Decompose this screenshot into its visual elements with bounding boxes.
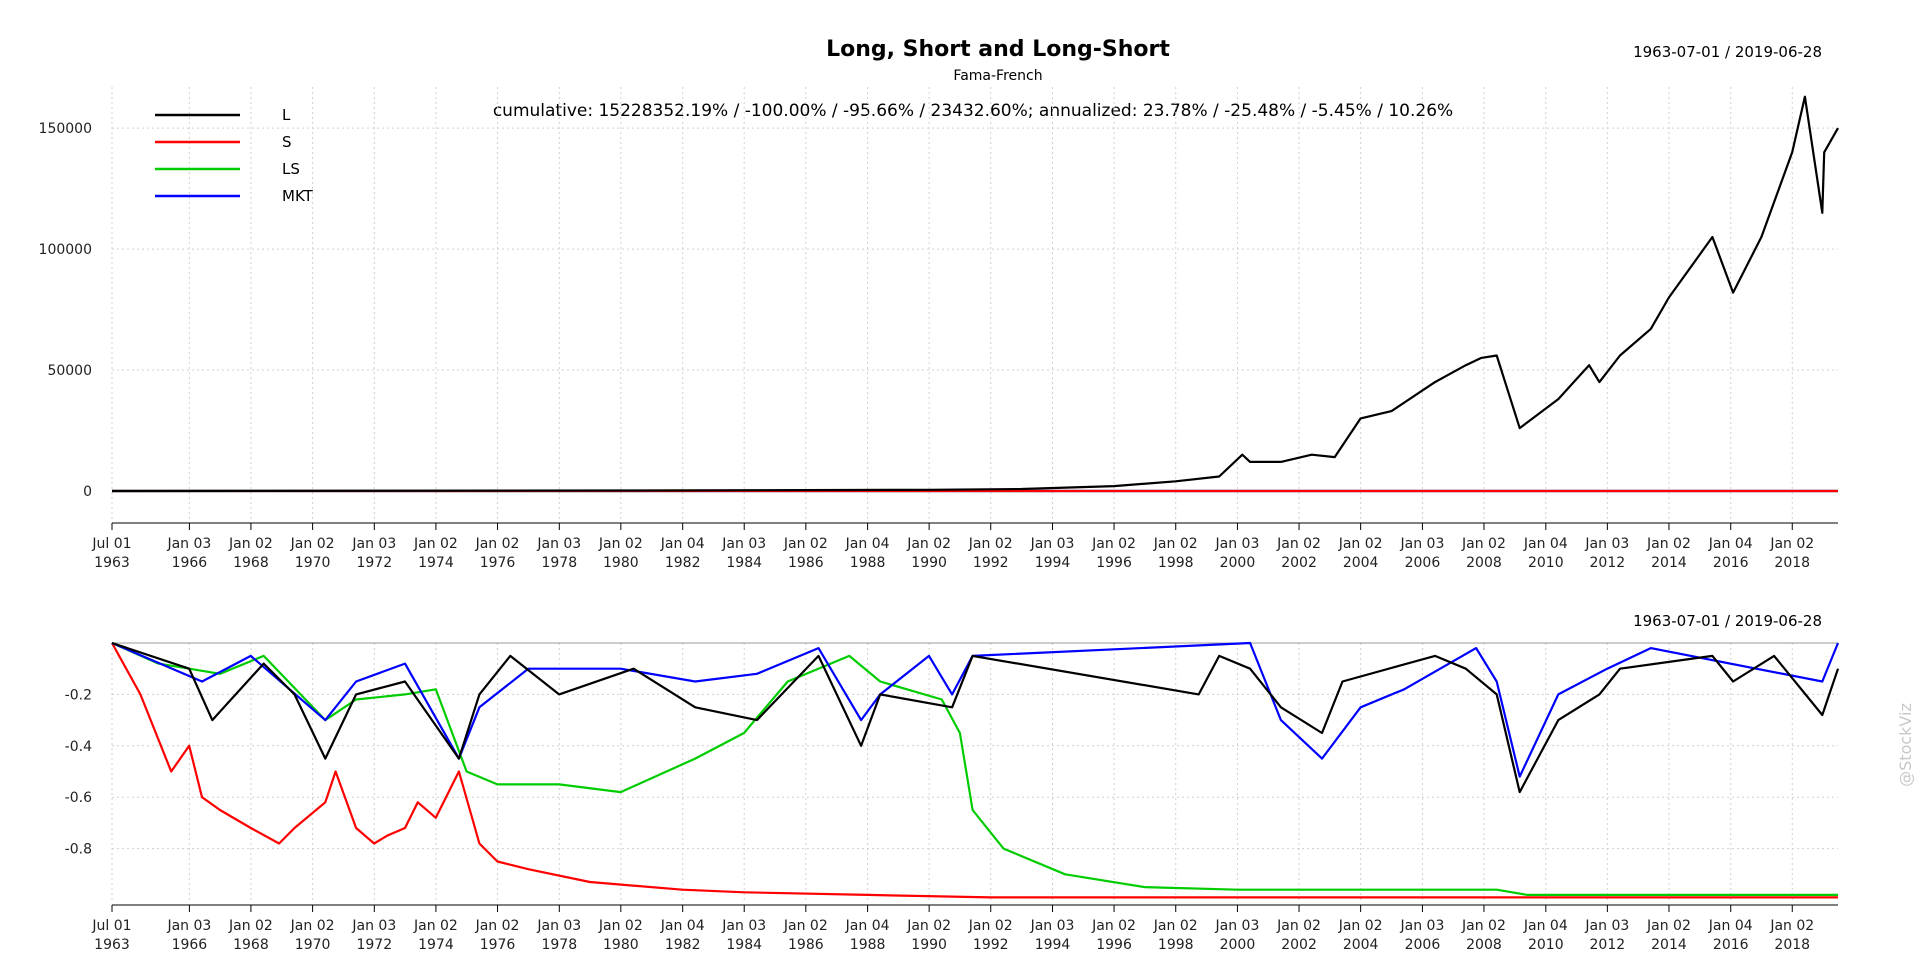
y-tick-label: 0 <box>83 484 92 500</box>
bottom-series-s-line <box>111 642 1838 899</box>
top-grid <box>111 87 1838 520</box>
chart-title: Long, Short and Long-Short <box>826 37 1170 62</box>
x-tick-label: Jan 04 1982 <box>660 918 705 953</box>
x-tick-label: Jan 02 1970 <box>290 536 335 571</box>
bottom-date-range: 1963-07-01 / 2019-06-28 <box>1633 612 1822 630</box>
x-tick-label: Jan 04 1988 <box>845 536 890 571</box>
x-tick-label: Jan 03 2000 <box>1215 536 1260 571</box>
watermark: @StockViz <box>1896 703 1915 787</box>
x-tick-label: Jan 02 1986 <box>783 918 828 953</box>
top-date-range: 1963-07-01 / 2019-06-28 <box>1633 43 1822 61</box>
x-tick-label: Jan 02 1992 <box>968 536 1013 571</box>
x-tick-label: Jan 02 1998 <box>1153 918 1198 953</box>
legend: LS LS MKT <box>155 106 314 205</box>
x-tick-label: Jan 04 2010 <box>1523 918 1568 953</box>
legend-label-s: S <box>282 133 292 151</box>
x-tick-label: Jan 02 2014 <box>1646 918 1691 953</box>
x-tick-label: Jan 03 1966 <box>166 536 211 571</box>
x-tick-label: Jan 04 2016 <box>1708 918 1753 953</box>
legend-label-l: L <box>282 106 291 124</box>
x-tick-label: Jan 02 2002 <box>1276 536 1321 571</box>
x-tick-label: Jan 02 1980 <box>598 536 643 571</box>
x-tick-label: Jan 02 1968 <box>228 918 273 953</box>
x-tick-label: Jul 01 1963 <box>91 536 131 571</box>
x-tick-label: Jul 01 1963 <box>91 918 131 953</box>
x-tick-label: Jan 02 2008 <box>1461 918 1506 953</box>
x-tick-label: Jan 02 1986 <box>783 536 828 571</box>
x-tick-label: Jan 03 1994 <box>1030 536 1075 571</box>
x-tick-label: Jan 02 1968 <box>228 536 273 571</box>
y-tick-label: -0.2 <box>65 687 92 703</box>
y-tick-label: -0.4 <box>65 739 92 755</box>
x-tick-label: Jan 02 2018 <box>1769 536 1814 571</box>
y-tick-label: 100000 <box>39 242 92 258</box>
x-tick-label: Jan 03 2006 <box>1400 536 1445 571</box>
cumulative-annotation: cumulative: 15228352.19% / -100.00% / -9… <box>493 101 1453 121</box>
x-tick-label: Jan 02 2008 <box>1461 536 1506 571</box>
x-tick-label: Jan 03 1978 <box>536 918 581 953</box>
top-series-l-line <box>111 95 1839 493</box>
chart-subtitle: Fama-French <box>953 68 1042 84</box>
x-tick-label: Jan 04 2010 <box>1523 536 1568 571</box>
x-tick-label: Jan 04 1988 <box>845 918 890 953</box>
x-tick-label: Jan 02 1998 <box>1153 536 1198 571</box>
x-tick-label: Jan 02 2002 <box>1276 918 1321 953</box>
x-tick-label: Jan 02 1976 <box>475 918 520 953</box>
bottom-series <box>111 641 1840 899</box>
x-tick-label: Jan 03 1978 <box>536 536 581 571</box>
bottom-series-mkt-line <box>111 641 1840 778</box>
x-tick-label: Jan 03 1984 <box>721 918 766 953</box>
x-tick-label: Jan 03 2012 <box>1584 918 1629 953</box>
x-tick-label: Jan 03 1972 <box>351 918 396 953</box>
x-tick-label: Jan 02 1974 <box>413 918 458 953</box>
x-tick-label: Jan 03 1984 <box>721 536 766 571</box>
x-tick-label: Jan 02 2014 <box>1646 536 1691 571</box>
x-tick-label: Jan 03 1966 <box>166 918 211 953</box>
x-tick-label: Jan 04 2016 <box>1708 536 1753 571</box>
y-tick-label: 50000 <box>47 363 92 379</box>
x-tick-label: Jan 02 1970 <box>290 918 335 953</box>
top-series <box>111 95 1839 493</box>
y-tick-label: -0.6 <box>65 790 92 806</box>
x-tick-label: Jan 02 1974 <box>413 536 458 571</box>
x-tick-label: Jan 04 1982 <box>660 536 705 571</box>
x-tick-label: Jan 02 2004 <box>1338 918 1383 953</box>
x-tick-label: Jan 02 1990 <box>906 536 951 571</box>
x-tick-label: Jan 02 1990 <box>906 918 951 953</box>
x-tick-label: Jan 03 1972 <box>351 536 396 571</box>
x-tick-label: Jan 03 2000 <box>1215 918 1260 953</box>
y-tick-label: -0.8 <box>65 842 92 858</box>
x-tick-label: Jan 02 2018 <box>1769 918 1814 953</box>
y-tick-label: 150000 <box>39 121 92 137</box>
bottom-grid <box>111 643 1838 900</box>
x-tick-label: Jan 02 1996 <box>1091 918 1136 953</box>
x-tick-label: Jan 02 2004 <box>1338 536 1383 571</box>
bottom-axes: Jul 01 1963 Jan 03 1966 Jan 02 1968 Jan 02 1970… <box>65 642 1838 953</box>
x-tick-label: Jan 02 1980 <box>598 918 643 953</box>
bottom-series-l-line <box>111 641 1840 794</box>
legend-label-mkt: MKT <box>282 187 314 205</box>
x-tick-label: Jan 03 1994 <box>1030 918 1075 953</box>
x-tick-label: Jan 03 2006 <box>1400 918 1445 953</box>
x-tick-label: Jan 02 1992 <box>968 918 1013 953</box>
x-tick-label: Jan 03 2012 <box>1584 536 1629 571</box>
x-tick-label: Jan 02 1976 <box>475 536 520 571</box>
legend-label-ls: LS <box>282 160 300 178</box>
top-axes: Jul 01 1963 Jan 03 1966 Jan 02 1968 Jan 02 1970… <box>39 121 1838 571</box>
bottom-series-ls-line <box>111 641 1838 897</box>
x-tick-label: Jan 02 1996 <box>1091 536 1136 571</box>
